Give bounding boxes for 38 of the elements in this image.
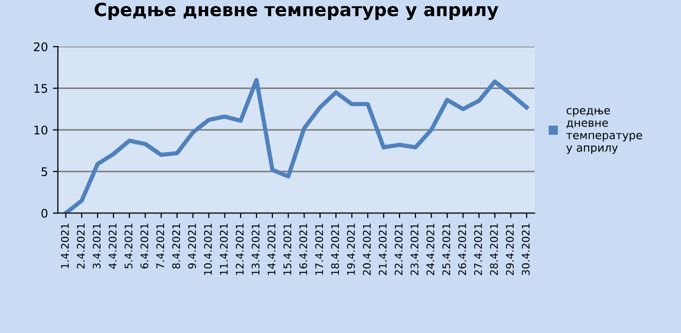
x-tick-label: 3.4.2021: [92, 224, 101, 268]
y-tick-label: 0: [41, 208, 48, 218]
x-tick-label: 18.4.2021: [331, 224, 339, 275]
x-tick-label: 17.4.2021: [315, 224, 324, 275]
line-series: [64, 78, 529, 214]
x-tick-label: 5.4.2021: [124, 224, 132, 268]
y-tick-label: 5: [42, 167, 48, 176]
x-tick-label: 20.4.2021: [362, 224, 371, 276]
legend-label: средње дневне температуре у априлу: [566, 108, 642, 154]
x-tick-label: 6.4.2021: [140, 224, 148, 268]
y-tick-label: 20: [34, 42, 48, 52]
y-tick-label: 15: [34, 84, 48, 93]
x-tick-label: 1.4.2021: [60, 224, 69, 268]
x-tick-label: 7.4.2021: [156, 224, 164, 268]
x-tick-label: 27.4.2021: [474, 224, 482, 276]
x-tick-label: 19.4.2021: [346, 224, 355, 275]
x-tick-label: 11.4.2021: [220, 224, 228, 275]
x-tick-label: 16.4.2021: [299, 224, 308, 275]
x-tick-label: 29.4.2021: [506, 224, 514, 276]
x-tick-label: 10.4.2021: [204, 224, 212, 275]
y-tick-label: 10: [34, 126, 48, 135]
x-tick-label: 30.4.2021: [522, 224, 530, 276]
x-tick-label: 22.4.2021: [394, 224, 403, 276]
x-tick-label: 21.4.2021: [378, 224, 387, 276]
x-tick-label: 23.4.2021: [410, 224, 418, 276]
x-tick-label: 12.4.2021: [236, 224, 244, 275]
x-tick-label: 9.4.2021: [188, 224, 196, 269]
chart-title: Средње дневне температуре у априлу: [94, 2, 498, 20]
x-tick-label: 26.4.2021: [458, 224, 466, 276]
x-tick-label: 14.4.2021: [268, 224, 276, 275]
x-tick-label: 28.4.2021: [490, 224, 498, 276]
x-tick-label: 15.4.2021: [283, 224, 292, 275]
x-tick-label: 13.4.2021: [252, 224, 260, 275]
x-tick-label: 4.4.2021: [108, 224, 117, 269]
x-tick-label: 8.4.2021: [172, 224, 180, 269]
x-tick-label: 24.4.2021: [426, 224, 434, 276]
x-tick-label: 25.4.2021: [442, 224, 450, 276]
x-tick-label: 2.4.2021: [76, 224, 85, 268]
